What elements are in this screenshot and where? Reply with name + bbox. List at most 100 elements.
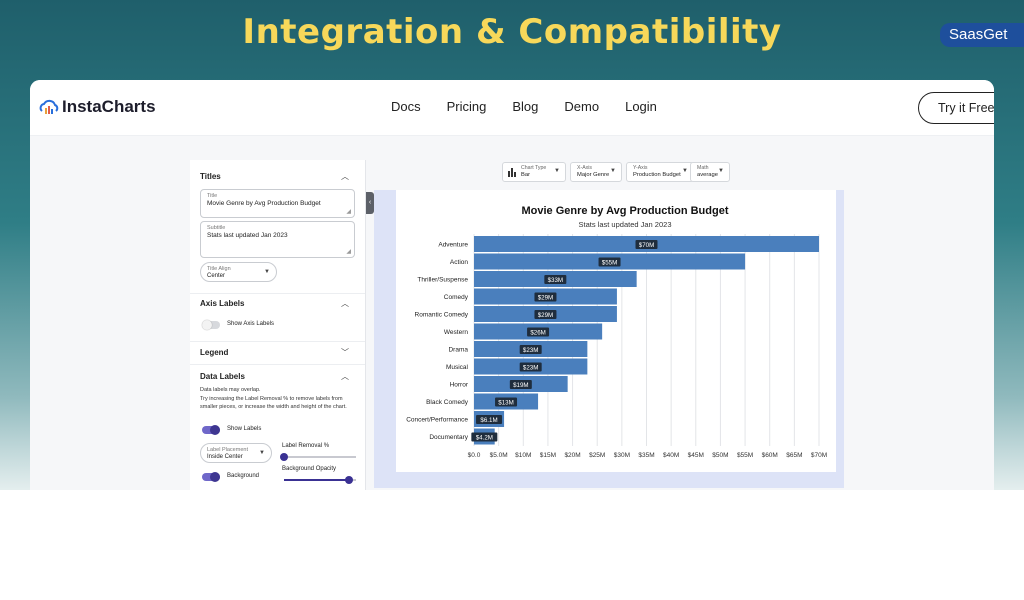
chart-bars: Adventure $70M Action $55M Thriller/Suspense… bbox=[406, 236, 819, 445]
data-label-background bbox=[635, 240, 658, 249]
label-placement-select[interactable]: Label Placement Inside Center ▼ bbox=[200, 443, 272, 463]
data-label: $29M bbox=[538, 295, 553, 302]
resize-grip-icon[interactable]: ◢ bbox=[346, 249, 351, 255]
x-tick-label: $55M bbox=[737, 452, 753, 459]
axis-labels-section-heading[interactable]: Axis Labels bbox=[200, 299, 245, 308]
chart-type-select[interactable]: Chart Type Bar ▼ bbox=[502, 162, 566, 182]
divider bbox=[190, 341, 365, 342]
toggle-knob bbox=[202, 320, 212, 330]
category-label: Black Comedy bbox=[426, 399, 469, 406]
category-label: Musical bbox=[446, 364, 469, 371]
data-label-background bbox=[534, 292, 557, 302]
background-toggle[interactable] bbox=[202, 472, 220, 482]
y-axis-value: Production Budget bbox=[633, 172, 681, 178]
category-label: Western bbox=[444, 329, 468, 336]
category-label: Adventure bbox=[438, 242, 468, 249]
x-tick-label: $60M bbox=[762, 452, 778, 459]
x-tick-label: $5.0M bbox=[490, 452, 508, 459]
math-value: average bbox=[697, 172, 718, 178]
chevron-up-icon[interactable]: ︿ bbox=[341, 299, 349, 308]
x-tick-label: $30M bbox=[614, 452, 630, 459]
caret-down-icon: ▼ bbox=[610, 168, 616, 174]
nav-links: Docs Pricing Blog Demo Login bbox=[391, 99, 683, 114]
data-label-background bbox=[527, 327, 550, 337]
x-tick-label: $25M bbox=[589, 452, 605, 459]
data-label-background bbox=[544, 275, 567, 284]
data-labels-section-heading[interactable]: Data Labels bbox=[200, 372, 245, 381]
title-field-label: Title bbox=[207, 193, 218, 199]
logo-text: InstaCharts bbox=[62, 97, 156, 116]
nav-link-login[interactable]: Login bbox=[625, 99, 657, 114]
overlap-note: Data labels may overlap. bbox=[200, 387, 261, 393]
background-opacity-text: Background Opacity bbox=[282, 466, 337, 472]
nav-link-demo[interactable]: Demo bbox=[564, 99, 600, 114]
nav-link-docs[interactable]: Docs bbox=[391, 99, 421, 114]
data-label-background bbox=[509, 380, 532, 389]
category-label: Documentary bbox=[429, 434, 468, 441]
x-tick-label: $15M bbox=[540, 452, 556, 459]
category-label: Drama bbox=[448, 347, 468, 354]
caret-down-icon: ▼ bbox=[259, 450, 265, 456]
chart-type-label: Chart Type bbox=[521, 165, 547, 171]
title-align-select[interactable]: Title Align Center ▼ bbox=[200, 262, 277, 282]
category-label: Romantic Comedy bbox=[415, 312, 469, 319]
x-axis-ticks: $0.0 $5.0M $10M $15M $20M $25M $30M $35M $40M $45… bbox=[468, 452, 827, 459]
toggle-knob bbox=[210, 425, 220, 435]
x-tick-label: $35M bbox=[638, 452, 654, 459]
chart-subtitle: Stats last updated Jan 2023 bbox=[579, 220, 672, 229]
show-labels-text: Show Labels bbox=[227, 426, 262, 432]
try-it-free-button[interactable]: Try it Free bbox=[918, 92, 994, 124]
category-label: Comedy bbox=[444, 294, 469, 301]
caret-down-icon: ▼ bbox=[554, 168, 560, 174]
caret-down-icon: ▼ bbox=[264, 269, 270, 275]
x-tick-label: $45M bbox=[688, 452, 704, 459]
resize-grip-icon[interactable]: ◢ bbox=[346, 209, 351, 215]
math-label: Math bbox=[697, 165, 709, 171]
bar-chart: Movie Genre by Avg Production Budget Sta… bbox=[406, 205, 827, 459]
background-opacity-slider[interactable] bbox=[344, 476, 353, 484]
show-axis-labels-toggle[interactable] bbox=[202, 320, 220, 330]
titles-section-heading[interactable]: Titles bbox=[200, 172, 221, 181]
chevron-up-icon[interactable]: ︿ bbox=[341, 172, 349, 181]
chart-card: Movie Genre by Avg Production Budget Sta… bbox=[396, 190, 836, 472]
y-axis-select[interactable]: Y-Axis Production Budget ▼ bbox=[626, 162, 694, 182]
math-select[interactable]: Math average ▼ bbox=[690, 162, 730, 182]
label-placement-value: Inside Center bbox=[207, 454, 243, 460]
title-field-value: Movie Genre by Avg Production Budget bbox=[207, 200, 321, 207]
show-axis-labels-text: Show Axis Labels bbox=[227, 321, 275, 327]
x-tick-label: $20M bbox=[564, 452, 580, 459]
nav-link-pricing[interactable]: Pricing bbox=[446, 99, 487, 114]
data-label-background bbox=[495, 397, 518, 407]
data-label: $19M bbox=[513, 382, 528, 389]
y-axis-label: Y-Axis bbox=[633, 165, 648, 171]
data-label: $70M bbox=[639, 242, 654, 249]
bar-chart-icon bbox=[508, 168, 516, 177]
x-tick-label: $40M bbox=[663, 452, 679, 459]
page-lower-band bbox=[0, 490, 1024, 600]
data-label: $13M bbox=[498, 400, 513, 407]
data-label: $55M bbox=[602, 260, 617, 267]
title-field[interactable]: Title Movie Genre by Avg Production Budg… bbox=[200, 189, 355, 218]
legend-section-heading[interactable]: Legend bbox=[200, 348, 229, 357]
x-axis-select[interactable]: X-Axis Major Genre ▼ bbox=[570, 162, 622, 182]
show-labels-toggle[interactable] bbox=[202, 425, 220, 435]
label-removal-hint: Try increasing the Label Removal % to re… bbox=[200, 396, 347, 410]
nav-link-blog[interactable]: Blog bbox=[512, 99, 539, 114]
chevron-down-icon[interactable]: ﹀ bbox=[341, 348, 349, 357]
label-removal-slider[interactable] bbox=[280, 453, 288, 461]
brand-badge: SaasGet bbox=[940, 23, 1024, 47]
chevron-up-icon[interactable]: ︿ bbox=[341, 372, 349, 381]
x-tick-label: $70M bbox=[811, 452, 827, 459]
chart-title: Movie Genre by Avg Production Budget bbox=[522, 205, 729, 217]
collapse-panel-button[interactable]: ‹ bbox=[366, 192, 374, 214]
settings-panel: Titles ︿ Title Movie Genre by Avg Produc… bbox=[190, 160, 366, 490]
divider bbox=[190, 293, 365, 294]
label-removal-text: Label Removal % bbox=[282, 443, 330, 449]
logo[interactable]: InstaCharts bbox=[38, 96, 156, 118]
data-label: $23M bbox=[523, 347, 538, 354]
toggle-knob bbox=[210, 472, 220, 482]
divider bbox=[190, 364, 365, 365]
category-label: Thriller/Suspense bbox=[417, 277, 468, 284]
data-label-background bbox=[476, 415, 503, 424]
subtitle-field[interactable]: Subtitle Stats last updated Jan 2023 ◢ bbox=[200, 221, 355, 258]
